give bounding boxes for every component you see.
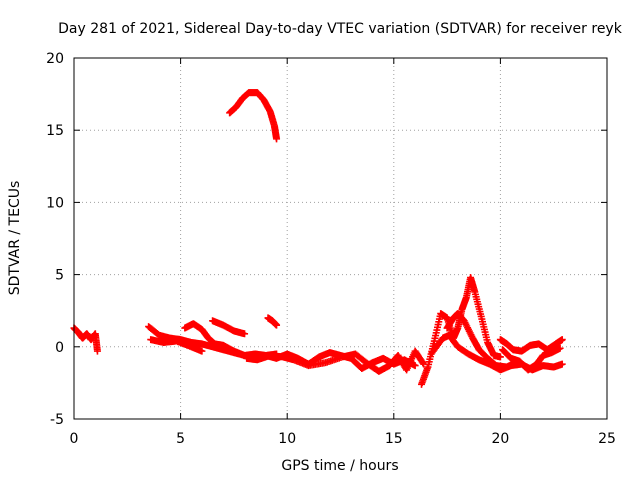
y-tick-label: 10 — [46, 195, 64, 211]
x-tick-label: 15 — [385, 431, 403, 447]
y-tick-label: 15 — [46, 123, 64, 139]
x-tick-label: 5 — [176, 431, 185, 447]
series-arc-8 — [226, 89, 281, 143]
data-point — [241, 330, 249, 338]
chart-title: Day 281 of 2021, Sidereal Day-to-day VTE… — [58, 21, 623, 37]
axis-ticks — [73, 57, 608, 420]
series-arc-13 — [499, 344, 564, 374]
data-point — [558, 360, 566, 368]
x-tick-label: 25 — [598, 431, 616, 447]
y-tick-label: 5 — [55, 268, 64, 284]
y-tick-label: 0 — [55, 340, 64, 356]
series-arc-6 — [243, 347, 428, 375]
series-arc-7 — [264, 314, 281, 329]
y-tick-label: -5 — [50, 412, 64, 428]
data-point — [273, 135, 281, 143]
y-tick-label: 20 — [46, 51, 64, 67]
data-point — [496, 353, 504, 361]
series-arc-1 — [70, 324, 101, 355]
series-arc-12 — [496, 336, 566, 355]
data-point — [558, 336, 566, 344]
data-point — [198, 347, 206, 355]
x-axis-label: GPS time / hours — [281, 458, 398, 474]
data-point — [556, 344, 564, 352]
series-arc-3 — [147, 336, 206, 355]
grid-lines — [74, 58, 607, 419]
data-point — [273, 321, 281, 329]
x-tick-label: 20 — [491, 431, 509, 447]
x-tick-label: 10 — [278, 431, 296, 447]
plot-frame — [73, 57, 608, 420]
data-points — [70, 89, 566, 388]
tick-labels: 0 5 10 15 20 25 -5 0 5 10 15 20 — [46, 51, 616, 447]
data-point — [419, 359, 427, 367]
y-axis-label: SDTVAR / TECUs — [7, 181, 23, 296]
x-tick-label: 0 — [70, 431, 79, 447]
data-point — [411, 362, 419, 370]
series-arc-5 — [209, 317, 249, 338]
data-point — [93, 347, 101, 355]
series-arc-9 — [418, 273, 504, 388]
